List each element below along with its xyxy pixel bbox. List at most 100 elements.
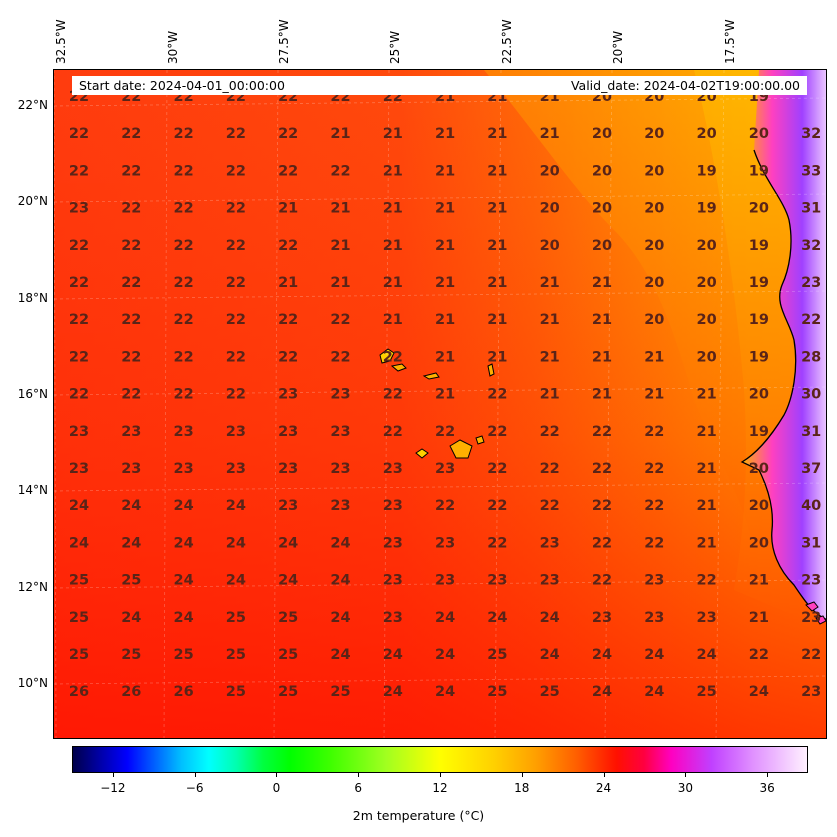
lat-label-22n: 22°N <box>17 98 48 112</box>
lon-label-17-5w: 17.5°W <box>723 19 737 64</box>
grid-value: 22 <box>383 387 403 403</box>
grid-value: 22 <box>278 238 298 254</box>
landmass <box>742 70 826 620</box>
grid-value: 20 <box>592 238 612 254</box>
colorbar-tick <box>112 773 114 777</box>
colorbar-tick-label: 18 <box>514 781 530 795</box>
info-bar: Start date: 2024-04-01_00:00:00 Valid_da… <box>72 76 807 95</box>
grid-value: 22 <box>174 387 194 403</box>
grid-value: 21 <box>435 201 455 217</box>
grid-value: 21 <box>435 163 455 179</box>
island-fogo <box>415 448 429 459</box>
colorbar-tick-label: −12 <box>100 781 126 795</box>
grid-value: 21 <box>592 275 612 291</box>
grid-value: 24 <box>278 573 298 589</box>
lon-label-22-5w: 22.5°W <box>500 19 514 64</box>
grid-value: 24 <box>226 498 246 514</box>
grid-value: 24 <box>121 535 141 551</box>
grid-value: 22 <box>278 163 298 179</box>
grid-value: 22 <box>69 312 89 328</box>
grid-value: 20 <box>697 312 717 328</box>
grid-value: 26 <box>121 684 141 700</box>
grid-value: 22 <box>644 461 664 477</box>
grid-value: 22 <box>226 201 246 217</box>
grid-value: 22 <box>174 312 194 328</box>
temperature-grid-values: 22 22 22 22 22 22 22 21 21 21 20 20 20 19 22 22 22 22 22 21… <box>69 89 821 700</box>
grid-value: 22 <box>540 461 560 477</box>
colorbar-tick <box>767 773 769 777</box>
island-maio <box>475 435 485 445</box>
grid-value: 20 <box>644 238 664 254</box>
grid-value: 24 <box>592 647 612 663</box>
grid-value: 23 <box>69 461 89 477</box>
grid-value: 22 <box>487 424 507 440</box>
grid-value: 21 <box>644 349 664 365</box>
island-sal <box>487 363 495 377</box>
grid-value: 21 <box>540 349 560 365</box>
grid-value: 24 <box>435 684 455 700</box>
grid-value: 31 <box>801 535 821 551</box>
colorbar-tick-label: −6 <box>185 781 204 795</box>
valid-date: Valid_date: 2024-04-02T19:00:00.00 <box>570 78 800 93</box>
colorbar-tick <box>440 773 441 777</box>
grid-value: 23 <box>644 610 664 626</box>
grid-value: 22 <box>69 126 89 142</box>
grid-value: 24 <box>383 684 403 700</box>
grid-value: 24 <box>435 647 455 663</box>
grid-value: 20 <box>749 387 769 403</box>
grid-value: 24 <box>174 610 194 626</box>
grid-value: 21 <box>592 387 612 403</box>
grid-value: 23 <box>383 610 403 626</box>
grid-value: 22 <box>69 238 89 254</box>
grid-value: 21 <box>383 126 403 142</box>
grid-value: 26 <box>174 684 194 700</box>
grid-value: 24 <box>174 535 194 551</box>
grid-value: 22 <box>278 126 298 142</box>
grid-value: 24 <box>278 535 298 551</box>
grid-value: 32 <box>801 126 821 142</box>
grid-value: 22 <box>174 349 194 365</box>
grid-value: 22 <box>174 126 194 142</box>
grid-value: 24 <box>174 498 194 514</box>
grid-value: 21 <box>697 535 717 551</box>
grid-value: 21 <box>749 573 769 589</box>
grid-value: 21 <box>435 349 455 365</box>
island-sao-nicolau <box>422 372 440 380</box>
grid-value: 23 <box>801 275 821 291</box>
grid-value: 24 <box>435 610 455 626</box>
grid-value: 22 <box>121 312 141 328</box>
grid-value: 23 <box>330 498 350 514</box>
grid-value: 20 <box>644 163 664 179</box>
grid-value: 22 <box>435 498 455 514</box>
grid-value: 25 <box>69 610 89 626</box>
grid-value: 23 <box>174 461 194 477</box>
grid-value: 24 <box>226 535 246 551</box>
start-date: Start date: 2024-04-01_00:00:00 <box>79 78 285 93</box>
grid-value: 20 <box>749 126 769 142</box>
grid-value: 22 <box>592 424 612 440</box>
grid-value: 19 <box>697 163 717 179</box>
grid-value: 23 <box>540 535 560 551</box>
grid-value: 23 <box>121 424 141 440</box>
grid-value: 24 <box>540 647 560 663</box>
grid-value: 22 <box>69 349 89 365</box>
island-bijagos-2 <box>815 615 826 625</box>
grid-value: 21 <box>487 126 507 142</box>
grid-value: 22 <box>174 201 194 217</box>
grid-value: 22 <box>749 647 769 663</box>
lon-label-30w: 30°W <box>166 30 180 64</box>
lat-label-12n: 12°N <box>17 580 48 594</box>
grid-value: 22 <box>121 275 141 291</box>
grid-value: 25 <box>226 610 246 626</box>
grid-value: 23 <box>801 610 821 626</box>
grid-value: 19 <box>749 312 769 328</box>
grid-value: 22 <box>69 163 89 179</box>
grid-value: 22 <box>121 201 141 217</box>
colorbar-tick-label: 24 <box>595 781 612 795</box>
grid-value: 20 <box>749 201 769 217</box>
grid-value: 25 <box>330 684 350 700</box>
grid-value: 21 <box>540 275 560 291</box>
grid-value: 22 <box>801 647 821 663</box>
grid-value: 24 <box>121 610 141 626</box>
grid-value: 21 <box>383 312 403 328</box>
